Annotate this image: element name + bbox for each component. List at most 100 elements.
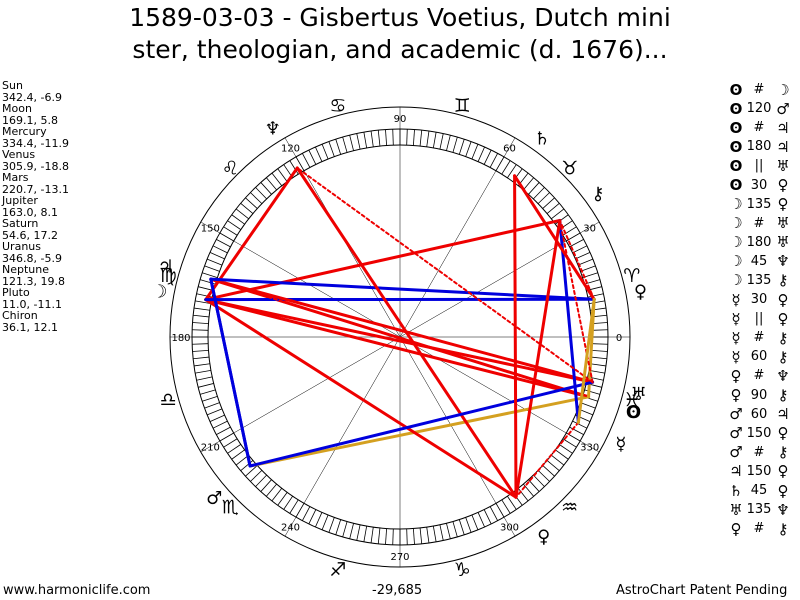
aspect-planet-1: ☽ <box>729 271 743 290</box>
aspect-row: ☽ 135 ♀ <box>726 195 800 214</box>
degree-tick <box>589 300 605 305</box>
aspect-row: ☿ 60 ⚷ <box>726 347 800 366</box>
degree-tick <box>555 449 569 460</box>
degree-tick <box>342 136 348 153</box>
aspect-planet-1: ♀ <box>730 386 742 405</box>
aspect-planet-1: ♂ <box>729 424 743 443</box>
zodiac-sign: ♓ <box>623 389 640 411</box>
degree-tick <box>501 160 511 175</box>
aspect-line <box>209 277 596 301</box>
spoke-line <box>399 221 600 338</box>
planet-name-jupiter: Jupiter <box>2 194 38 207</box>
aspect-type: 45 <box>750 253 768 269</box>
aspect-planet-2: ♅ <box>776 214 790 233</box>
planet-glyph-sun: ʘ <box>626 402 641 423</box>
aspect-type: # <box>753 82 765 98</box>
degree-tick <box>308 509 317 525</box>
zodiac-sign: ♌ <box>222 157 239 179</box>
degree-tick <box>590 363 607 367</box>
aspect-line <box>209 277 252 468</box>
degree-tick <box>483 509 492 525</box>
zodiac-sign: ♎ <box>160 389 177 411</box>
aspect-type: || <box>754 158 764 174</box>
planet-name-sun: Sun <box>2 79 23 92</box>
degree-tick <box>240 202 254 214</box>
degree-tick <box>193 356 210 360</box>
degree-tick <box>546 202 560 214</box>
degree-tick <box>216 426 231 436</box>
degree-tick <box>328 141 335 157</box>
degree-tick <box>255 187 267 200</box>
degree-tick <box>271 172 283 186</box>
degree-tick <box>551 208 565 220</box>
degree-tick <box>328 517 335 533</box>
degree-tick <box>392 129 394 146</box>
degree-tick <box>477 512 485 528</box>
aspect-row: ♃ 150 ♀ <box>726 462 800 481</box>
degree-tick <box>198 383 214 388</box>
aspect-line <box>204 218 562 302</box>
aspect-planet-2: ♂ <box>776 99 790 118</box>
degree-label: 90 <box>394 114 407 125</box>
degree-tick <box>591 349 608 352</box>
degree-tick <box>572 245 588 254</box>
aspect-planet-2: ♃ <box>776 405 790 424</box>
aspect-planet-1: ♅ <box>729 500 743 519</box>
degree-tick <box>577 258 594 266</box>
degree-tick <box>392 528 394 545</box>
aspect-row: ʘ # ♃ <box>726 118 800 137</box>
degree-tick <box>289 160 299 175</box>
aspect-type: 45 <box>750 483 768 499</box>
aspect-planet-2: ♆ <box>776 366 790 385</box>
aspect-planet-1: ☿ <box>731 309 741 328</box>
degree-tick <box>446 523 451 539</box>
degree-tick <box>195 369 211 374</box>
planet-coords-mars: 220.7, -13.1 <box>2 182 69 196</box>
degree-label: 150 <box>201 224 220 235</box>
aspect-type: 120 <box>746 101 772 117</box>
planet-coords-pluto: 11.0, -11.1 <box>2 297 62 311</box>
aspect-planet-2: ⚷ <box>777 271 789 290</box>
aspect-row: ☽ 45 ♆ <box>726 252 800 271</box>
planet-coords-uranus: 346.8, -5.9 <box>2 251 62 265</box>
degree-tick <box>283 495 293 510</box>
aspect-line <box>514 421 580 499</box>
aspect-list: ʘ # ☽ ʘ 120 ♂ ʘ # ♃ ʘ 180 ♃ ʘ || ♅ ʘ 30 ♀ ☽ 135 ♀ ☽ # ♅ … <box>726 80 800 538</box>
degree-tick <box>245 197 258 209</box>
planet-glyph-venus: ♀ <box>537 526 550 547</box>
degree-tick <box>385 129 388 146</box>
degree-tick <box>458 139 465 155</box>
planet-coords-moon: 169.1, 5.8 <box>2 113 58 127</box>
degree-tick <box>321 514 329 531</box>
aspect-type: # <box>753 368 765 384</box>
aspect-line <box>513 174 596 301</box>
degree-tick <box>551 454 565 466</box>
degree-tick <box>193 363 210 367</box>
planet-glyph-uranus: ♅ <box>630 384 646 405</box>
aspect-type: 150 <box>746 425 772 441</box>
degree-tick <box>315 512 323 528</box>
degree-tick <box>227 220 242 230</box>
aspect-row: ʘ # ☽ <box>726 80 800 99</box>
degree-tick <box>562 438 577 448</box>
degree-tick <box>569 426 584 436</box>
aspect-planet-2: ⚷ <box>777 328 789 347</box>
degree-tick <box>569 238 584 248</box>
degree-label: 330 <box>580 443 599 454</box>
degree-tick <box>216 238 231 248</box>
spoke-line <box>399 137 516 338</box>
degree-tick <box>584 389 601 395</box>
zodiac-sign: ♑ <box>454 559 471 581</box>
planet-glyphs: ʘ ☽ ☿ ♀ ♂ ♃ ♄ ♅ ♆ ♀ ⚷ <box>151 119 647 548</box>
degree-tick <box>271 488 283 502</box>
degree-tick <box>523 177 535 191</box>
degree-tick <box>406 129 408 146</box>
degree-label: 240 <box>281 523 300 534</box>
aspect-line <box>295 166 518 499</box>
planet-position-list: Sun 342.4, -6.9 Moon 169.1, 5.8 Mercury … <box>2 80 69 333</box>
planet-name-uranus: Uranus <box>2 240 41 253</box>
degree-tick <box>231 449 245 460</box>
chart-title-line-2: ster, theologian, and academic (d. 1676)… <box>132 35 668 64</box>
planet-glyph-pluto: ♀ <box>634 281 647 302</box>
planet-name-pluto: Pluto <box>2 286 30 299</box>
